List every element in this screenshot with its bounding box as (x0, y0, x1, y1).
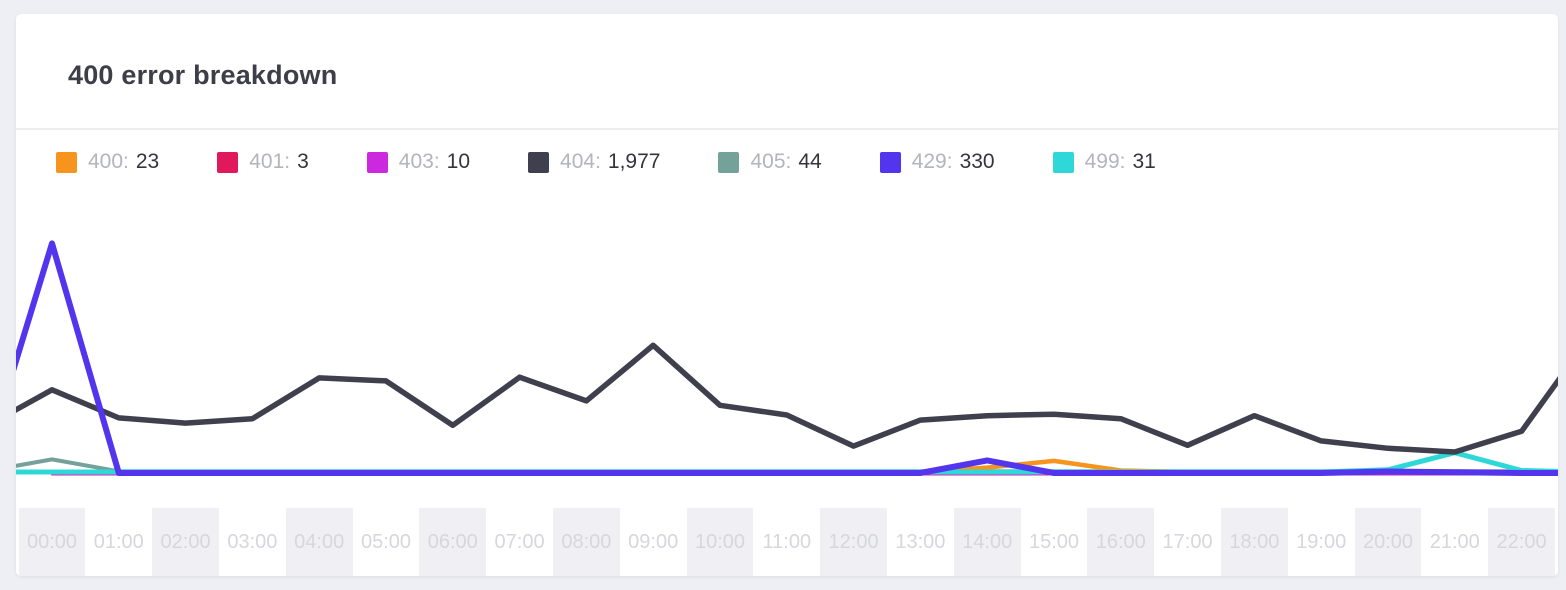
x-axis-label-1200: 12:00 (820, 508, 887, 576)
legend-count-value: 23 (135, 150, 160, 173)
legend-count-value: 330 (959, 150, 995, 173)
x-axis-label-1800: 18:00 (1221, 508, 1288, 576)
legend-swatch-405 (718, 151, 740, 173)
x-axis-label-0700: 07:00 (494, 531, 545, 553)
x-axis-label-2100: 21:00 (1429, 531, 1480, 553)
legend-code-label: 429: (911, 150, 953, 173)
legend-count-value: 31 (1132, 150, 1156, 173)
x-axis-label-1600: 16:00 (1087, 508, 1155, 576)
x-axis-label-0800: 08:00 (553, 508, 620, 576)
x-axis-label-1400: 14:00 (953, 508, 1021, 576)
x-axis-label-0300: 03:00 (227, 531, 278, 553)
title-divider (16, 128, 1558, 130)
error-breakdown-line-chart[interactable] (16, 196, 1558, 508)
x-axis-label-2000: 20:00 (1354, 508, 1422, 576)
legend-swatch-403 (366, 151, 388, 173)
legend-item-401[interactable]: 401: 3 (217, 150, 309, 174)
legend-item-403[interactable]: 403: 10 (366, 150, 471, 174)
x-axis-label-1900: 19:00 (1296, 531, 1347, 553)
x-axis-label-2200: 22:00 (1488, 508, 1555, 576)
legend-count-value: 1,977 (607, 150, 661, 173)
legend-code-label: 401: (249, 150, 291, 173)
legend-swatch-401 (217, 151, 239, 173)
legend-item-404[interactable]: 404: 1,977 (528, 150, 660, 174)
x-axis-labels: 00:00 01:00 02:00 03:00 04:00 05:00 06:00 07:00… (16, 508, 1558, 576)
legend-count-value: 10 (446, 150, 471, 173)
legend-item-405[interactable]: 405: 44 (718, 150, 822, 174)
legend-swatch-429 (879, 151, 901, 173)
x-axis-label-0200: 02:00 (152, 508, 219, 576)
legend-item-400[interactable]: 400: 23 (56, 150, 159, 174)
legend-count-value: 44 (798, 150, 822, 173)
legend-code-label: 405: (750, 150, 792, 173)
card-title: 400 error breakdown (68, 60, 338, 90)
error-breakdown-card: 400 error breakdown 400: 23 401: 3 403: 10 404… (16, 14, 1558, 576)
x-axis-label-0400: 04:00 (285, 508, 353, 576)
legend-code-label: 400: (88, 150, 129, 173)
legend-code-label: 404: (560, 150, 601, 173)
series-line-429 (16, 240, 1558, 476)
legend-swatch-400 (56, 151, 77, 173)
x-axis-label-0900: 09:00 (628, 531, 679, 553)
x-axis-label-0500: 05:00 (360, 531, 412, 553)
legend: 400: 23 401: 3 403: 10 404: 1,977 405: 44 429: 330 4… (56, 148, 1156, 176)
legend-swatch-499 (1052, 151, 1074, 173)
x-axis-label-0600: 06:00 (419, 508, 487, 576)
legend-item-429[interactable]: 429: 330 (879, 150, 995, 174)
x-axis-label-1100: 11:00 (762, 531, 812, 553)
legend-swatch-404 (528, 151, 550, 173)
x-axis-label-1700: 17:00 (1162, 531, 1213, 553)
x-axis-label-0100: 01:00 (93, 531, 144, 553)
legend-item-499[interactable]: 499: 31 (1052, 150, 1156, 174)
x-axis-label-0000: 00:00 (18, 508, 86, 576)
x-axis-label-1300: 13:00 (895, 531, 946, 553)
legend-code-label: 403: (398, 150, 440, 173)
series-line-499 (16, 450, 1558, 475)
series-line-404 (16, 342, 1558, 455)
legend-code-label: 499: (1084, 150, 1126, 173)
x-axis-label-1000: 10:00 (686, 508, 754, 576)
x-axis-label-1500: 15:00 (1028, 531, 1080, 553)
legend-count-value: 3 (297, 150, 309, 173)
